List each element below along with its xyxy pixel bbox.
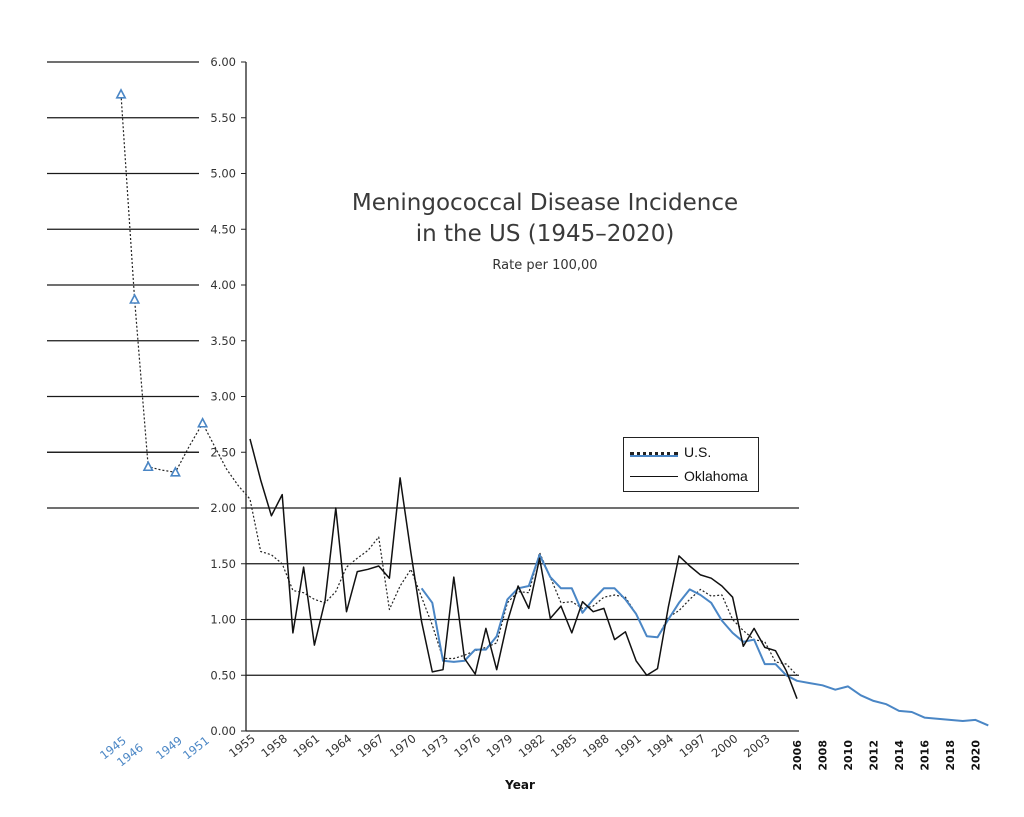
y-tick-label: 4.00 bbox=[210, 278, 236, 292]
legend-item-us: U.S. bbox=[630, 443, 754, 463]
x-tick-label: 2003 bbox=[741, 731, 773, 760]
x-tick-label: 1973 bbox=[419, 731, 451, 760]
x-tick-label: 2010 bbox=[842, 740, 855, 771]
chart-title-line-2: in the US (1945–2020) bbox=[415, 221, 675, 247]
chart-title-line-1: Meningococcal Disease Incidence bbox=[351, 190, 739, 216]
y-tick-label: 3.00 bbox=[210, 390, 236, 404]
x-tick-label: 1970 bbox=[387, 731, 419, 760]
x-tick-label: 2020 bbox=[970, 740, 983, 771]
series-line-us-blue bbox=[420, 553, 989, 727]
y-tick-label: 5.00 bbox=[210, 167, 236, 181]
x-axis-label: Year bbox=[504, 778, 535, 792]
x-tick-label: 1951 bbox=[180, 733, 212, 762]
x-tick-label: 2008 bbox=[817, 740, 830, 771]
x-tick-label: 2000 bbox=[709, 731, 741, 760]
legend-swatch-oklahoma bbox=[630, 476, 678, 477]
legend-item-oklahoma: Oklahoma bbox=[630, 467, 754, 487]
legend: U.S. Oklahoma bbox=[623, 437, 759, 492]
x-tick-label: 1991 bbox=[612, 731, 644, 760]
legend-label-oklahoma: Oklahoma bbox=[684, 468, 748, 484]
y-tick-label: 6.00 bbox=[210, 55, 236, 69]
data-point-marker bbox=[115, 88, 127, 99]
y-tick-label: 1.50 bbox=[210, 557, 236, 571]
y-tick-label: 2.50 bbox=[210, 445, 236, 459]
axes bbox=[241, 61, 799, 732]
y-tick-label: 1.00 bbox=[210, 613, 236, 627]
legend-swatch-us bbox=[630, 452, 678, 455]
x-tick-label: 1967 bbox=[355, 731, 387, 760]
y-tick-label: 4.50 bbox=[210, 222, 236, 236]
x-tick-label: 2018 bbox=[944, 740, 957, 771]
series-markers bbox=[115, 88, 209, 477]
x-tick-label: 1997 bbox=[677, 731, 709, 760]
x-tick-label: 2016 bbox=[919, 740, 932, 771]
x-tick-label: 1976 bbox=[451, 731, 483, 760]
legend-label-us: U.S. bbox=[684, 444, 712, 460]
x-tick-label: 2014 bbox=[893, 740, 906, 771]
y-tick-labels: 0.00 0.50 1.00 1.50 2.00 2.50 3.00 3.50 4.00 4.50… bbox=[210, 55, 236, 738]
y-tick-label: 0.50 bbox=[210, 668, 236, 682]
x-tick-label: 1979 bbox=[484, 731, 516, 760]
x-tick-label: 1985 bbox=[548, 731, 580, 760]
x-tick-label: 1964 bbox=[323, 731, 355, 760]
series-line-us bbox=[120, 94, 798, 676]
gridlines bbox=[47, 61, 799, 676]
x-tick-label: 1958 bbox=[258, 731, 290, 760]
x-tick-label: 1994 bbox=[644, 731, 676, 760]
y-tick-label: 0.00 bbox=[210, 724, 236, 738]
x-tick-label: 1988 bbox=[580, 731, 612, 760]
chart-subtitle: Rate per 100,00 bbox=[492, 258, 598, 273]
chart-title: Meningococcal Disease Incidence in the U… bbox=[320, 188, 770, 250]
x-tick-label: 1982 bbox=[516, 731, 548, 760]
series-line-oklahoma bbox=[249, 438, 798, 699]
x-tick-label: 1961 bbox=[291, 731, 323, 760]
series-lines bbox=[120, 94, 989, 727]
y-tick-label: 2.00 bbox=[210, 501, 236, 515]
data-point-marker bbox=[197, 417, 209, 428]
data-point-marker bbox=[129, 293, 141, 304]
x-tick-label: 1949 bbox=[153, 733, 185, 762]
x-tick-label: 2012 bbox=[868, 740, 881, 771]
x-tick-label: 2006 bbox=[791, 740, 804, 771]
y-tick-label: 5.50 bbox=[210, 111, 236, 125]
data-point-marker bbox=[169, 466, 181, 477]
data-point-marker bbox=[142, 460, 154, 472]
y-tick-label: 3.50 bbox=[210, 334, 236, 348]
legend-swatch-us-blue bbox=[630, 455, 678, 457]
